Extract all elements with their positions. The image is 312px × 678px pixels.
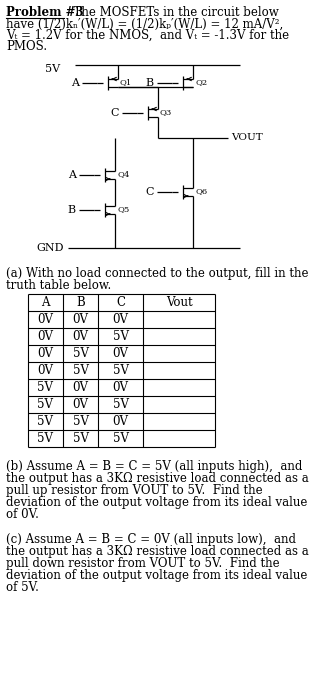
- Text: of 0V.: of 0V.: [6, 508, 39, 521]
- Text: 5V: 5V: [113, 398, 129, 411]
- Text: Vₜ = 1.2V for the NMOS,  and Vₜ = -1.3V for the: Vₜ = 1.2V for the NMOS, and Vₜ = -1.3V f…: [6, 29, 289, 42]
- Text: 0V: 0V: [113, 347, 129, 360]
- Text: C: C: [145, 187, 154, 197]
- Text: B: B: [146, 78, 154, 88]
- Text: C: C: [116, 296, 125, 309]
- Text: 5V: 5V: [72, 364, 89, 377]
- Text: Q1: Q1: [120, 78, 132, 86]
- Text: A: A: [68, 170, 76, 180]
- Text: 5V: 5V: [72, 347, 89, 360]
- Text: Q3: Q3: [160, 108, 172, 116]
- Text: (a) With no load connected to the output, fill in the: (a) With no load connected to the output…: [6, 267, 309, 280]
- Text: 0V: 0V: [72, 330, 89, 343]
- Text: 5V: 5V: [37, 381, 53, 394]
- Text: 0V: 0V: [37, 330, 53, 343]
- Text: Q5: Q5: [117, 205, 129, 213]
- Text: 0V: 0V: [37, 364, 53, 377]
- Text: 5V: 5V: [45, 64, 60, 74]
- Text: VOUT: VOUT: [231, 134, 263, 142]
- Text: the output has a 3KΩ resistive load connected as a: the output has a 3KΩ resistive load conn…: [6, 472, 309, 485]
- Text: 0V: 0V: [113, 415, 129, 428]
- Text: 5V: 5V: [72, 415, 89, 428]
- Text: pull up resistor from VOUT to 5V.  Find the: pull up resistor from VOUT to 5V. Find t…: [6, 484, 263, 497]
- Text: truth table below.: truth table below.: [6, 279, 111, 292]
- Text: 0V: 0V: [113, 381, 129, 394]
- Text: GND: GND: [37, 243, 64, 253]
- Text: C: C: [110, 108, 119, 118]
- Text: Vout: Vout: [166, 296, 192, 309]
- Text: the output has a 3KΩ resistive load connected as a: the output has a 3KΩ resistive load conn…: [6, 545, 309, 558]
- Text: 5V: 5V: [113, 330, 129, 343]
- Text: Q4: Q4: [117, 170, 129, 178]
- Text: Q6: Q6: [195, 187, 207, 195]
- Text: of 5V.: of 5V.: [6, 581, 39, 594]
- Text: 5V: 5V: [113, 432, 129, 445]
- Text: 0V: 0V: [113, 313, 129, 326]
- Text: 5V: 5V: [72, 432, 89, 445]
- Text: have (1/2)kₙ′(W/L) = (1/2)kₚ′(W/L) = 12 mA/V²,: have (1/2)kₙ′(W/L) = (1/2)kₚ′(W/L) = 12 …: [6, 18, 283, 31]
- Text: Problem #3: Problem #3: [6, 6, 84, 19]
- Text: 5V: 5V: [37, 415, 53, 428]
- Text: deviation of the output voltage from its ideal value: deviation of the output voltage from its…: [6, 569, 307, 582]
- Text: 0V: 0V: [37, 313, 53, 326]
- Text: 5V: 5V: [37, 398, 53, 411]
- Text: 5V: 5V: [37, 432, 53, 445]
- Text: 0V: 0V: [37, 347, 53, 360]
- Text: 5V: 5V: [113, 364, 129, 377]
- Text: 0V: 0V: [72, 381, 89, 394]
- Text: The MOSFETs in the circuit below: The MOSFETs in the circuit below: [66, 6, 279, 19]
- Text: pull down resistor from VOUT to 5V.  Find the: pull down resistor from VOUT to 5V. Find…: [6, 557, 280, 570]
- Text: A: A: [71, 78, 79, 88]
- Text: B: B: [68, 205, 76, 215]
- Text: PMOS.: PMOS.: [6, 40, 47, 53]
- Text: (b) Assume A = B = C = 5V (all inputs high),  and: (b) Assume A = B = C = 5V (all inputs hi…: [6, 460, 302, 473]
- Text: A: A: [41, 296, 50, 309]
- Text: deviation of the output voltage from its ideal value: deviation of the output voltage from its…: [6, 496, 307, 509]
- Text: Q2: Q2: [195, 78, 207, 86]
- Text: 0V: 0V: [72, 313, 89, 326]
- Text: (c) Assume A = B = C = 0V (all inputs low),  and: (c) Assume A = B = C = 0V (all inputs lo…: [6, 533, 296, 546]
- Text: 0V: 0V: [72, 398, 89, 411]
- Text: B: B: [76, 296, 85, 309]
